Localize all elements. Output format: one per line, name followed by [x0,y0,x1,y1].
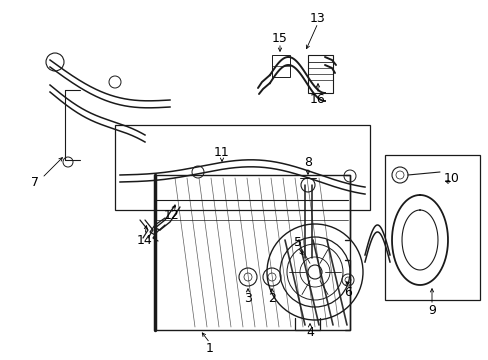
Text: 8: 8 [304,156,311,168]
Text: 6: 6 [344,285,351,298]
Text: 5: 5 [293,235,302,248]
Text: 11: 11 [214,145,229,158]
Text: 15: 15 [271,32,287,45]
Bar [307,55,332,93]
Bar [271,55,289,77]
Bar [155,175,349,330]
Bar [384,155,479,300]
Text: 16: 16 [309,93,325,105]
Text: 1: 1 [205,342,214,355]
Bar [115,125,369,210]
Text: 14: 14 [137,234,153,247]
Text: 12: 12 [164,208,180,221]
Text: 2: 2 [267,292,275,306]
Text: 9: 9 [427,303,435,316]
Text: 7: 7 [31,176,39,189]
Text: 4: 4 [305,327,313,339]
Text: 3: 3 [244,292,251,306]
Text: 10: 10 [443,171,459,185]
Text: 13: 13 [309,12,325,24]
